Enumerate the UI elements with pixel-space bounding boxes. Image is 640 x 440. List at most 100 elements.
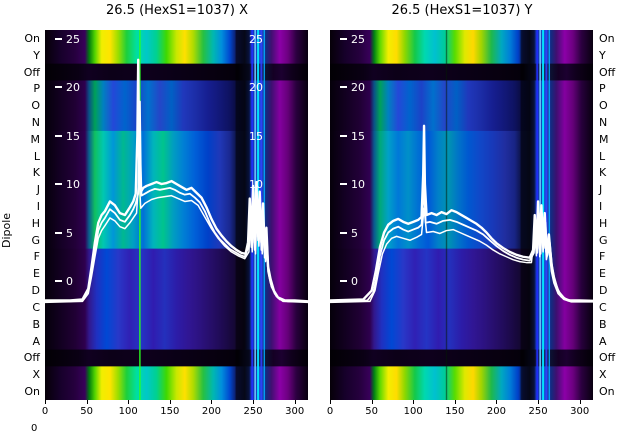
value-tick-mark	[55, 134, 62, 137]
x-tick-mark	[253, 400, 255, 404]
x-tick-label: 200	[201, 406, 221, 417]
dipole-category-label: H	[599, 216, 608, 230]
dipole-category-label: Off	[599, 65, 616, 79]
value-tick-label: 15	[351, 129, 365, 143]
value-tick-mark	[55, 231, 62, 234]
value-tick-label: 25	[66, 32, 80, 46]
dipole-category-label: Y	[33, 48, 40, 62]
value-tick-label-right: 10	[249, 178, 263, 191]
value-tick-label: 10	[66, 178, 80, 191]
panel-x-title: 26.5 (HexS1=1037) X	[106, 3, 248, 18]
dipole-category-label: Off	[599, 351, 616, 365]
x-tick-mark	[45, 400, 46, 404]
dipole-category-label: Y	[599, 48, 606, 62]
value-tick-mark	[340, 37, 347, 40]
x-tick-label: 250	[243, 406, 263, 417]
value-tick-label: 20	[66, 81, 80, 94]
dipole-category-label: N	[31, 115, 40, 129]
dipole-category-label: P	[599, 82, 606, 96]
x-tick-label: 300	[570, 406, 590, 417]
x-tick-mark	[169, 400, 171, 404]
x-tick-label: 300	[285, 406, 305, 417]
x-tick-label: 100	[118, 406, 138, 417]
dipole-category-label: Off	[23, 65, 40, 79]
value-tick-label: 0	[351, 275, 358, 288]
value-tick-mark	[340, 86, 347, 88]
heatmap-panel-y: 25 20 15 10 5 0	[330, 30, 593, 400]
heatmap-panel-x: 25 20 15 10 5 0 25 20 15 10 5	[45, 30, 308, 400]
dipole-category-label: E	[33, 267, 40, 281]
value-tick-mark	[55, 280, 62, 282]
dipole-category-label: K	[599, 166, 607, 180]
x-tick-mark	[538, 400, 540, 404]
x-tick-label: 50	[80, 406, 93, 417]
x-tick-mark	[128, 400, 130, 404]
dipole-category-label: D	[599, 284, 608, 298]
dipole-category-label: L	[599, 149, 606, 163]
dipole-category-label: K	[32, 166, 40, 180]
value-tick-label-right: 5	[256, 226, 263, 240]
panel-y-title: 26.5 (HexS1=1037) Y	[391, 3, 533, 18]
x-tick-mark	[496, 400, 498, 404]
dipole-category-label: I	[599, 200, 603, 214]
dipole-category-label: E	[599, 267, 606, 281]
dipole-category-label: On	[599, 384, 615, 398]
dipole-category-label: G	[599, 233, 608, 247]
x-tick-mark	[330, 400, 331, 404]
dipole-category-label: O	[31, 99, 40, 113]
dipole-category-label: On	[24, 31, 40, 45]
dipole-category-label: B	[32, 317, 40, 331]
x-tick-mark	[413, 400, 415, 404]
dipole-category-label: N	[599, 115, 608, 129]
value-tick-mark	[340, 280, 347, 282]
dipole-axis-right: On Y Off P O N M L K J I H G F E D C B A…	[599, 30, 639, 400]
value-tick-mark	[340, 134, 347, 137]
dipole-category-label: C	[32, 300, 40, 314]
x-axis-panel-y: 0 50 100 150 200 250 300	[326, 400, 600, 422]
value-tick-label-right: 25	[249, 32, 263, 46]
value-tick-mark	[55, 86, 62, 88]
value-tick-label: 25	[351, 32, 365, 46]
dipole-category-label: J	[36, 183, 40, 197]
dipole-category-label: M	[599, 132, 609, 146]
x-tick-label: 150	[160, 406, 180, 417]
dipole-category-label: D	[31, 284, 40, 298]
dipole-category-label: X	[599, 368, 607, 382]
dipole-category-label: G	[31, 233, 40, 247]
value-tick-mark	[55, 37, 62, 40]
dipole-category-label: L	[33, 149, 40, 163]
x-axis-panel-x: 0 50 100 150 200 250 300	[41, 400, 315, 422]
x-tick-mark	[579, 400, 581, 404]
value-tick-label-right: 20	[249, 81, 263, 94]
dipole-category-label: H	[31, 216, 40, 230]
value-tick-mark	[340, 183, 347, 185]
dipole-category-label: On	[24, 384, 40, 398]
dipole-category-label: Off	[23, 351, 40, 365]
x-tick-label: 50	[365, 406, 378, 417]
x-tick-mark	[211, 400, 213, 404]
value-tick-label: 5	[66, 226, 73, 240]
dipole-category-label: O	[599, 99, 608, 113]
value-tick-label: 20	[351, 81, 365, 94]
heatmap-x-canvas	[45, 30, 308, 400]
dipole-category-label: M	[30, 132, 41, 146]
dipole-category-label: C	[599, 300, 607, 314]
dipole-category-label: J	[599, 183, 603, 197]
dipole-category-label: A	[599, 334, 607, 348]
dipole-category-label: I	[36, 200, 40, 214]
dipole-category-label: P	[33, 82, 40, 96]
value-tick-label: 15	[66, 129, 80, 143]
x-tick-label: 0	[41, 406, 49, 417]
dipole-category-label: X	[32, 368, 40, 382]
value-tick-label: 5	[351, 226, 358, 240]
x-tick-label: 100	[403, 406, 423, 417]
x-tick-mark	[294, 400, 296, 404]
dipole-category-label: F	[599, 250, 606, 264]
x-tick-label: 0	[326, 406, 334, 417]
value-tick-mark	[55, 183, 62, 185]
value-tick-label-right: 15	[249, 129, 263, 143]
heatmap-y-canvas	[330, 30, 593, 400]
x-tick-mark	[454, 400, 456, 404]
x-tick-mark	[86, 400, 88, 404]
